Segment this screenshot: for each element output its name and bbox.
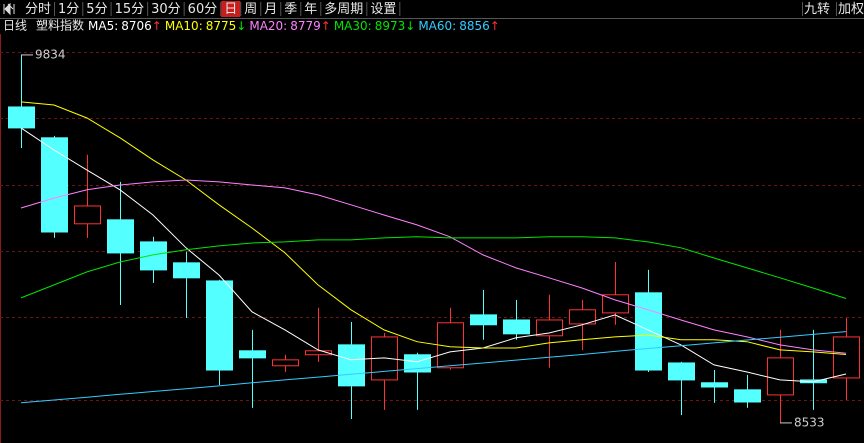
candle-body — [338, 344, 365, 387]
legend-name: MA20: — [249, 19, 287, 33]
ma-line — [20, 127, 847, 383]
candle-body — [569, 309, 596, 325]
candle-body — [767, 357, 794, 396]
candle-body — [239, 350, 266, 359]
candle-body — [833, 336, 860, 379]
period-button[interactable]: 1分 — [58, 2, 79, 17]
candle-body — [734, 389, 761, 403]
period-button[interactable]: 月 — [264, 2, 277, 17]
period-button[interactable]: 5分 — [86, 2, 107, 17]
period-button[interactable]: 季 — [284, 2, 297, 17]
candle-body — [173, 262, 200, 279]
candle-body — [140, 241, 167, 271]
legend-name: MA5: — [88, 19, 118, 33]
legend: MA5: 8706↑ MA10: 8775↓ MA20: 8779↑ MA30: 8973↓ M… — [88, 19, 500, 33]
legend-entry: MA10: 8775↓ — [165, 19, 246, 33]
legend-entry: MA20: 8779↑ — [249, 19, 330, 33]
candle-body — [701, 382, 728, 388]
ma-line — [20, 331, 847, 404]
candle-body — [74, 205, 101, 225]
legend-name: MA60: — [418, 19, 456, 33]
candle-body — [536, 319, 563, 337]
period-button[interactable]: 分时 — [25, 2, 51, 17]
ma-line — [20, 236, 847, 299]
extreme-label: 8533 — [794, 415, 825, 429]
period-button-active — [221, 1, 241, 17]
legend-name: MA30: — [334, 19, 372, 33]
period-button[interactable]: 30分 — [151, 2, 181, 17]
candle-body — [305, 350, 332, 356]
period-button[interactable]: 周 — [244, 2, 257, 17]
candle-body — [470, 314, 497, 326]
candle-body — [503, 319, 530, 335]
legend-name: MA10: — [165, 19, 203, 33]
legend-entry: MA60: 8856↑ — [418, 19, 499, 33]
tool-button[interactable]: 九转 — [804, 2, 830, 17]
period-button[interactable]: 年 — [304, 2, 317, 17]
candle-body — [206, 280, 233, 371]
period-button[interactable]: 15分 — [115, 2, 145, 17]
candle-body — [602, 294, 629, 314]
period-button[interactable]: 多周期 — [324, 1, 363, 17]
ma-line — [20, 179, 847, 354]
legend-trend: ↓ — [236, 19, 246, 33]
nav-icon[interactable] — [3, 2, 15, 16]
candle-body — [8, 106, 35, 129]
period-button[interactable]: 60分 — [188, 2, 218, 17]
period-label: 日线 — [3, 19, 27, 33]
period-button[interactable]: 设置 — [370, 2, 396, 17]
legend-trend: ↓ — [405, 19, 415, 33]
legend-trend: ↑ — [321, 19, 331, 33]
candle-body — [41, 137, 68, 233]
legend-value: 8779 — [290, 19, 321, 33]
legend-entry: MA5: 8706↑ — [88, 19, 162, 33]
legend-trend: ↑ — [152, 19, 162, 33]
legend-value: 8706 — [121, 19, 152, 33]
candle-body — [272, 359, 299, 367]
tool-button[interactable]: 加权 — [838, 1, 864, 17]
legend-trend: ↑ — [490, 19, 500, 33]
candle-body — [668, 362, 695, 381]
period-button[interactable]: 日 — [224, 2, 237, 17]
legend-value: 8973 — [375, 19, 406, 33]
legend-value: 8775 — [206, 19, 237, 33]
extreme-label: 9834 — [35, 47, 66, 61]
legend-entry: MA30: 8973↓ — [334, 19, 415, 33]
candle-body — [107, 219, 134, 254]
legend-value: 8856 — [459, 19, 490, 33]
toolbar-bg — [0, 0, 864, 18]
ma-line — [20, 101, 847, 355]
candle-body — [635, 292, 662, 371]
chart-title: 塑料指数 — [36, 18, 84, 33]
